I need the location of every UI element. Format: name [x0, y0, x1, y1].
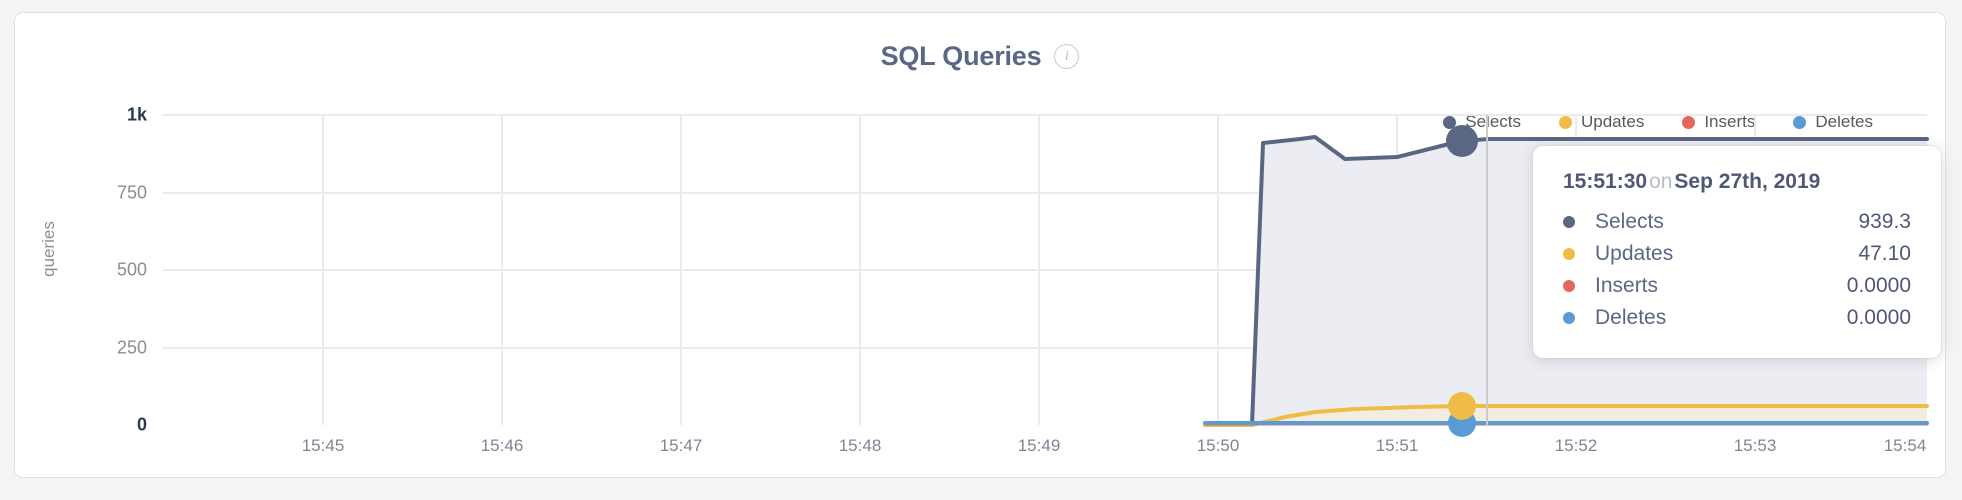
x-tick-1546: 15:46 [480, 436, 524, 455]
x-tick-1550: 15:50 [1196, 436, 1240, 455]
chart-tooltip: 15:51:30onSep 27th, 2019 Selects 939.3 U… [1533, 146, 1941, 358]
legend-dot-inserts [1682, 115, 1696, 129]
y-tick-500: 500 [116, 259, 147, 280]
tooltip-value-deletes: 0.0000 [1846, 306, 1911, 329]
tooltip-name-inserts: Inserts [1595, 274, 1659, 297]
tooltip-row-deletes: Deletes 0.0000 [1563, 302, 1911, 334]
y-axis-label: queries [39, 221, 58, 277]
tooltip-name-selects: Selects [1595, 210, 1664, 233]
tooltip-time: 15:51:30 [1563, 170, 1648, 193]
legend-label-updates: Updates [1581, 112, 1645, 131]
x-tick-1554: 15:54 [1883, 436, 1927, 455]
legend-label-selects: Selects [1465, 112, 1521, 131]
tooltip-row-updates: Updates 47.10 [1563, 238, 1911, 270]
marker-deletes [1448, 409, 1476, 437]
series-area-updates [1205, 406, 1927, 425]
tooltip-dot-selects [1563, 216, 1575, 228]
legend-item-inserts[interactable]: Inserts [1682, 112, 1755, 132]
chart-header: SQL Queries i [15, 41, 1945, 72]
y-tick-250: 250 [116, 337, 147, 358]
x-tick-1553: 15:53 [1733, 436, 1777, 455]
x-tick-1545: 15:45 [301, 436, 345, 455]
sql-queries-chart-card: SQL Queries i Selects Updates Inserts De… [14, 12, 1946, 478]
x-tick-1548: 15:48 [838, 436, 882, 455]
tooltip-header: 15:51:30onSep 27th, 2019 [1563, 170, 1911, 194]
legend-dot-selects [1443, 115, 1457, 129]
tooltip-value-selects: 939.3 [1858, 210, 1911, 233]
tooltip-name-deletes: Deletes [1595, 306, 1667, 329]
tooltip-on-word: on [1649, 170, 1673, 193]
legend-dot-updates [1559, 115, 1572, 129]
legend-item-selects[interactable]: Selects [1443, 112, 1521, 132]
x-tick-1549: 15:49 [1017, 436, 1061, 455]
y-tick-0: 0 [136, 414, 147, 435]
tooltip-name-updates: Updates [1595, 242, 1674, 265]
legend-item-updates[interactable]: Updates [1559, 112, 1644, 132]
tooltip-row-inserts: Inserts 0.0000 [1563, 270, 1911, 302]
legend-dot-deletes [1793, 115, 1807, 129]
legend-label-inserts: Inserts [1704, 112, 1756, 131]
chart-legend: Selects Updates Inserts Deletes [1443, 112, 1873, 132]
page-title: SQL Queries [880, 41, 1042, 71]
tooltip-dot-deletes [1563, 312, 1575, 324]
series-line-updates [1203, 404, 1929, 427]
y-tick-1k: 1k [126, 104, 147, 125]
tooltip-date: Sep 27th, 2019 [1674, 170, 1821, 193]
x-tick-1551: 15:51 [1375, 436, 1419, 455]
y-tick-750: 750 [116, 182, 147, 203]
x-tick-1552: 15:52 [1554, 436, 1598, 455]
tooltip-value-updates: 47.10 [1858, 242, 1911, 265]
tooltip-value-inserts: 0.0000 [1846, 274, 1911, 297]
legend-item-deletes[interactable]: Deletes [1793, 112, 1873, 132]
tooltip-dot-inserts [1563, 280, 1575, 292]
x-tick-1547: 15:47 [659, 436, 703, 455]
info-icon[interactable]: i [1054, 44, 1080, 69]
marker-updates [1448, 392, 1476, 420]
tooltip-dot-updates [1563, 248, 1575, 260]
legend-label-deletes: Deletes [1815, 112, 1873, 131]
tooltip-row-selects: Selects 939.3 [1563, 206, 1911, 238]
